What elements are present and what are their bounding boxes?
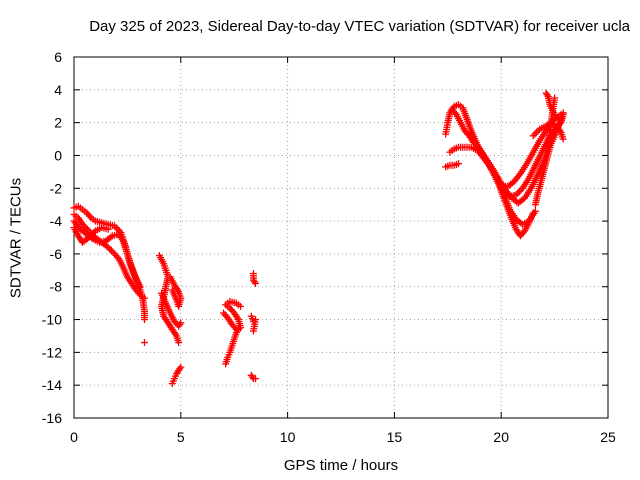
data-point xyxy=(107,247,115,255)
data-point xyxy=(140,339,148,347)
data-point xyxy=(111,222,119,230)
data-point xyxy=(104,225,112,233)
data-point xyxy=(140,316,148,324)
data-point xyxy=(485,161,493,169)
chart-title: Day 325 of 2023, Sidereal Day-to-day VTE… xyxy=(89,18,630,35)
data-point xyxy=(531,207,539,215)
data-point xyxy=(140,294,148,302)
data-point xyxy=(543,91,551,99)
y-tick-label: 4 xyxy=(54,82,62,98)
plot-frame xyxy=(73,56,609,419)
y-tick-label: 2 xyxy=(54,115,62,131)
y-tick-label: -8 xyxy=(50,279,63,295)
data-point xyxy=(529,132,537,140)
y-tick-label: -2 xyxy=(50,180,63,196)
data-point xyxy=(171,330,179,338)
data-point xyxy=(176,365,184,373)
x-tick-label: 15 xyxy=(387,429,403,445)
y-tick-label: 6 xyxy=(54,49,62,65)
data-point xyxy=(136,283,144,291)
data-point xyxy=(104,243,112,251)
data-point xyxy=(237,302,245,310)
x-axis-label: GPS time / hours xyxy=(283,457,399,474)
y-tick-label: -10 xyxy=(42,312,62,328)
data-point xyxy=(79,220,87,228)
data-point xyxy=(556,127,564,135)
x-tick-label: 25 xyxy=(600,429,616,445)
y-tick-label: -16 xyxy=(42,410,62,426)
data-point xyxy=(85,234,93,241)
data-point xyxy=(451,109,459,117)
data-point xyxy=(118,235,126,243)
y-tick-label: -6 xyxy=(50,246,63,262)
data-point xyxy=(88,230,96,238)
data-point xyxy=(248,373,256,381)
data-point xyxy=(551,110,559,118)
data-point xyxy=(504,191,512,199)
data-point xyxy=(512,191,520,199)
y-axis-label: SDTVAR / TECUs xyxy=(7,177,25,299)
x-tick-label: 10 xyxy=(280,429,296,445)
data-point xyxy=(531,201,539,209)
data-point xyxy=(176,320,184,328)
data-point xyxy=(106,245,114,253)
data-point xyxy=(454,160,462,168)
data-point xyxy=(227,306,235,314)
data-point xyxy=(87,232,95,240)
axis-ticks: 0 5 10 15 20 25 -16 -14 -12 -10 -8 -6 -4 -2 0 2 4 6 xyxy=(42,49,616,445)
data-point xyxy=(559,109,567,117)
x-tick-label: 0 xyxy=(70,429,78,445)
y-tick-label: -4 xyxy=(50,213,63,229)
data-point xyxy=(559,135,567,143)
data-point xyxy=(135,289,143,297)
grid xyxy=(74,57,608,418)
data-point xyxy=(517,186,525,194)
data-point xyxy=(514,189,522,197)
data-point xyxy=(469,138,477,146)
y-tick-label: -12 xyxy=(42,344,62,360)
data-point xyxy=(551,94,559,102)
data-point xyxy=(532,128,540,136)
data-point xyxy=(114,225,122,233)
data-point xyxy=(86,212,94,220)
data-point xyxy=(534,127,542,135)
x-tick-label: 20 xyxy=(493,429,509,445)
data-point xyxy=(109,248,117,256)
data-point xyxy=(252,279,260,287)
data-point xyxy=(177,363,185,371)
data-point xyxy=(515,171,523,179)
data-point xyxy=(168,286,176,294)
y-tick-label: 0 xyxy=(54,147,62,163)
x-tick-label: 5 xyxy=(177,429,185,445)
data-point xyxy=(250,278,258,286)
data-point xyxy=(90,229,98,237)
data-point xyxy=(531,130,539,138)
data-point xyxy=(107,233,115,241)
data-point xyxy=(519,229,527,237)
data-point xyxy=(175,339,183,347)
y-tick-label: -14 xyxy=(42,377,62,393)
data-point xyxy=(177,319,185,327)
data-point xyxy=(249,327,257,335)
data-point xyxy=(252,375,260,383)
data-points xyxy=(70,89,567,388)
data-point xyxy=(113,253,121,261)
data-point xyxy=(112,224,120,232)
data-point xyxy=(515,188,523,196)
